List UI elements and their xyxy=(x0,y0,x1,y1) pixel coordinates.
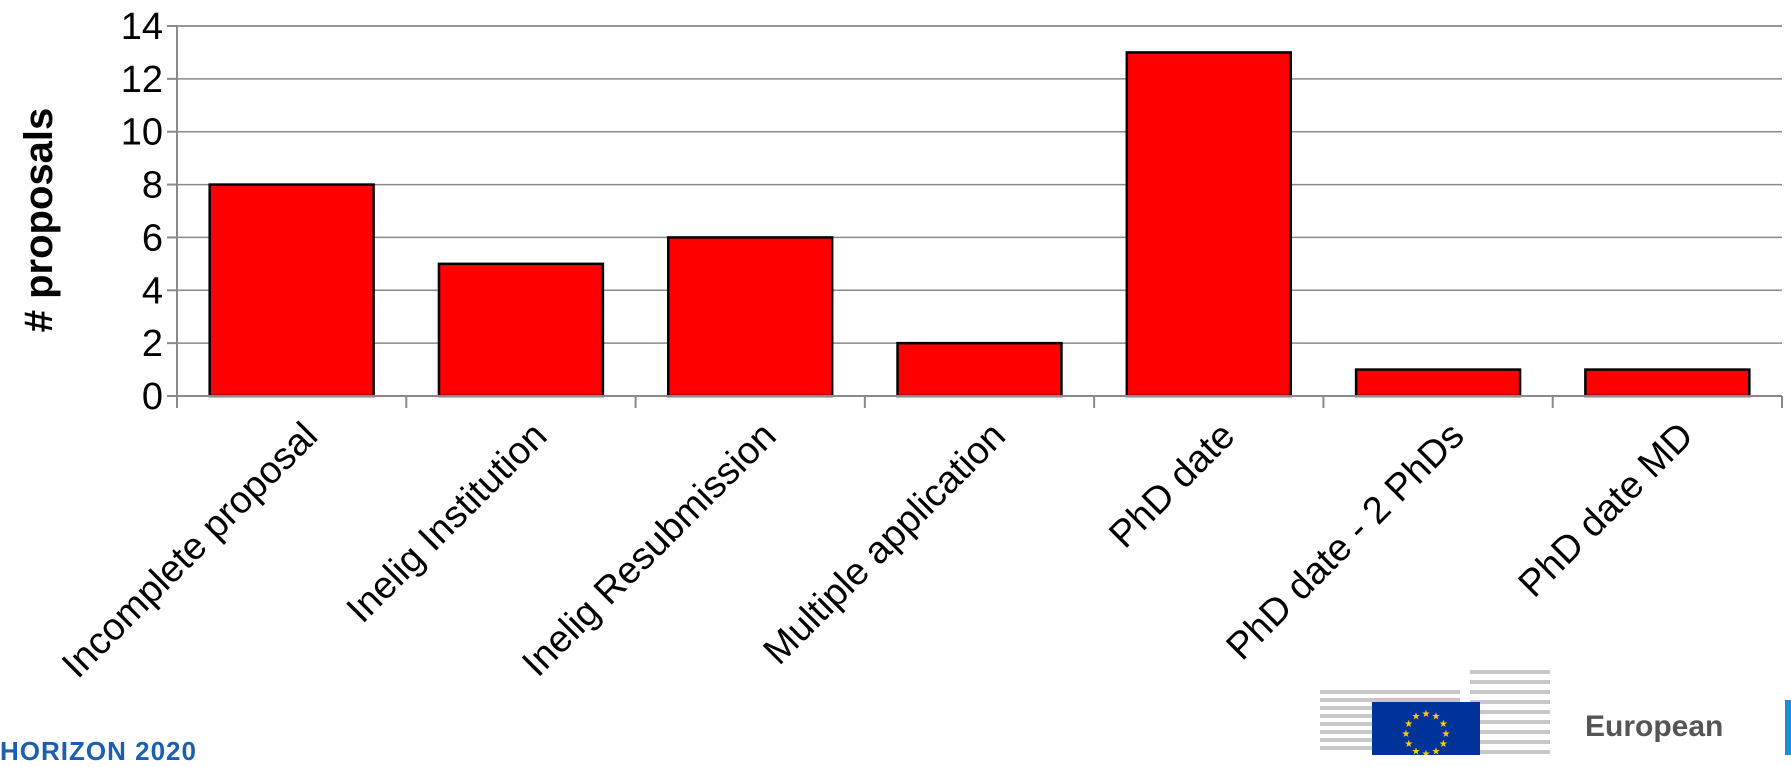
x-tick-label: PhD date MD xyxy=(1511,415,1702,606)
european-commission-label: European xyxy=(1585,710,1724,743)
bar xyxy=(208,183,375,398)
y-axis-label: # proposals xyxy=(17,108,61,333)
eu-star-icon: ★ xyxy=(1439,739,1448,750)
y-tick-label: 6 xyxy=(142,217,163,259)
horizon-2020-label: HORIZON 2020 xyxy=(0,736,197,766)
x-tick-label: PhD date xyxy=(1101,415,1243,557)
eu-star-icon: ★ xyxy=(1432,746,1441,755)
bar xyxy=(666,236,834,398)
y-tick-label: 8 xyxy=(142,165,163,207)
axes xyxy=(167,25,1783,408)
y-tick-label: 2 xyxy=(142,323,163,365)
eu-star-icon: ★ xyxy=(1412,746,1421,755)
bar xyxy=(437,262,605,398)
y-tick-label: 4 xyxy=(142,270,163,312)
bar xyxy=(896,341,1063,398)
y-tick-label: 12 xyxy=(121,59,163,101)
bar xyxy=(1354,368,1522,398)
eu-star-icon: ★ xyxy=(1422,749,1431,755)
eu-star-icon: ★ xyxy=(1422,709,1431,720)
y-tick-label: 0 xyxy=(142,376,163,418)
eu-star-icon: ★ xyxy=(1404,719,1413,730)
brand-accent-bar xyxy=(1785,700,1791,755)
bars xyxy=(208,51,1751,398)
eu-star-icon: ★ xyxy=(1412,712,1421,723)
x-tick-label: Inelig Institution xyxy=(339,415,555,631)
eu-star-icon: ★ xyxy=(1442,729,1451,740)
gridlines xyxy=(177,25,1782,397)
european-commission-logo: ★ ★★★★★★★★★★★ xyxy=(1320,670,1550,755)
eu-star-icon: ★ xyxy=(1432,712,1441,723)
bar xyxy=(1584,368,1751,398)
x-tick-label: PhD date - 2 PhDs xyxy=(1219,415,1473,669)
eu-stars-icon: ★ ★★★★★★★★★★★ xyxy=(1402,709,1451,755)
eu-star-icon: ★ xyxy=(1439,719,1448,730)
x-tick-label: Multiple application xyxy=(756,415,1014,673)
x-tick-labels: Incomplete proposal Inelig InstitutionIne… xyxy=(54,415,1701,687)
bar xyxy=(1125,51,1293,398)
eu-star-icon: ★ xyxy=(1404,739,1413,750)
y-tick-labels: 0 2 4 6 8 10 12 14 xyxy=(121,6,163,418)
x-tick-label: Inelig Resubmission xyxy=(514,415,784,685)
y-tick-label: 10 xyxy=(121,112,163,154)
y-tick-label: 14 xyxy=(121,6,163,48)
x-tick-label: Incomplete proposal xyxy=(54,415,326,687)
eu-flag-icon xyxy=(1372,702,1480,755)
eu-star-icon: ★ xyxy=(1402,729,1411,740)
